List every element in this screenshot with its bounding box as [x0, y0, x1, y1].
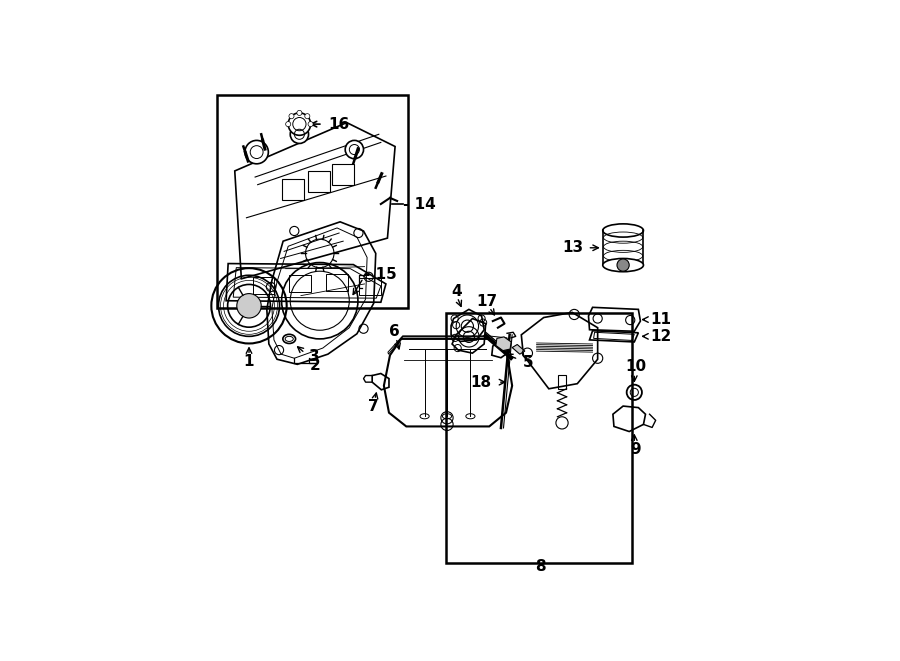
- Circle shape: [237, 293, 261, 318]
- Circle shape: [285, 122, 291, 127]
- Ellipse shape: [603, 258, 643, 272]
- Text: 17: 17: [476, 293, 498, 309]
- Polygon shape: [496, 337, 511, 350]
- Text: 11: 11: [651, 312, 671, 327]
- Circle shape: [346, 140, 364, 159]
- Text: 10: 10: [626, 360, 646, 374]
- Circle shape: [288, 113, 310, 136]
- Bar: [446, 313, 632, 563]
- Circle shape: [290, 125, 309, 143]
- Circle shape: [289, 114, 294, 119]
- Text: - 15: - 15: [364, 267, 396, 282]
- Circle shape: [297, 110, 302, 116]
- Bar: [559, 375, 565, 389]
- Text: 16: 16: [328, 116, 349, 132]
- Polygon shape: [512, 344, 525, 354]
- Bar: [308, 171, 330, 192]
- Bar: [217, 95, 408, 308]
- Bar: [253, 277, 274, 294]
- Bar: [359, 278, 381, 295]
- Text: 12: 12: [651, 329, 671, 344]
- Text: 5: 5: [522, 355, 533, 369]
- Text: 13: 13: [562, 241, 583, 255]
- Text: 6: 6: [389, 324, 400, 338]
- Text: 3: 3: [309, 349, 320, 364]
- Bar: [327, 274, 347, 291]
- Text: - 14: - 14: [402, 196, 436, 212]
- Circle shape: [245, 140, 268, 164]
- Text: 7: 7: [368, 399, 379, 414]
- Text: 4: 4: [451, 284, 462, 299]
- Circle shape: [617, 259, 629, 271]
- Text: 18: 18: [471, 375, 491, 389]
- Circle shape: [305, 114, 310, 119]
- Bar: [332, 164, 355, 185]
- Bar: [289, 275, 310, 292]
- Text: 9: 9: [630, 442, 641, 457]
- Circle shape: [308, 122, 313, 127]
- Bar: [282, 179, 304, 200]
- Text: 1: 1: [244, 354, 255, 369]
- Text: 2: 2: [310, 358, 320, 373]
- Text: 8: 8: [535, 559, 545, 574]
